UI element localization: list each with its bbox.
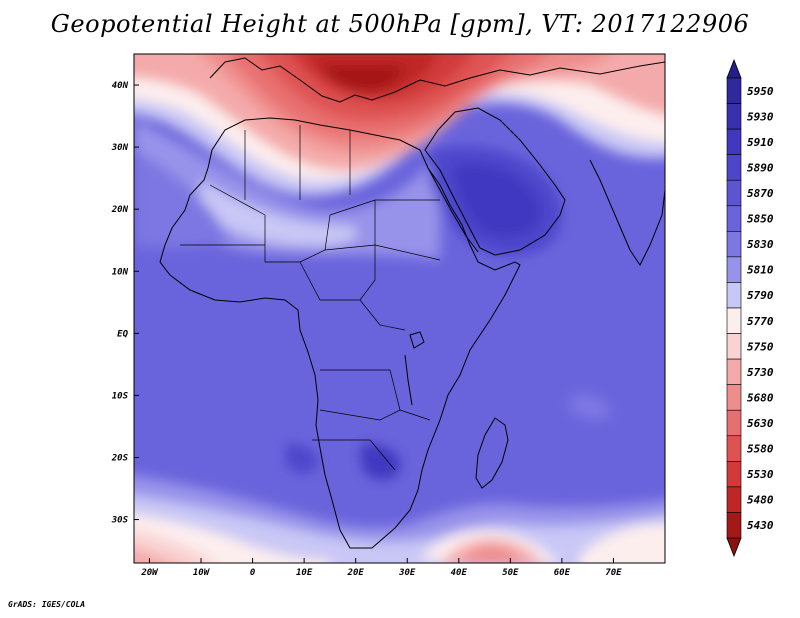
- colorbar-swatch: [726, 358, 742, 385]
- lon-tick-label: 60E: [554, 568, 571, 578]
- colorbar-swatch: [726, 461, 742, 488]
- lake-victoria: [409, 331, 425, 349]
- lon-tick-label: 10E: [296, 568, 313, 578]
- lat-tick-label: 20N: [111, 205, 129, 215]
- plot-frame: [133, 53, 666, 564]
- colorbar-swatch: [726, 512, 742, 539]
- colorbar-label: 5890: [747, 161, 774, 174]
- colorbar-swatch: [726, 435, 742, 462]
- country-borders: [180, 125, 441, 471]
- colorbar-swatch: [726, 77, 742, 104]
- madagascar-coastline: [475, 417, 509, 489]
- colorbar-label: 5910: [747, 136, 774, 149]
- colorbar-swatch: [726, 486, 742, 513]
- colorbar-label: 5850: [747, 213, 774, 226]
- colorbar-swatch: [726, 409, 742, 437]
- colorbar: 5950 5930 5910 5890 5870 5850 5830 5810 5790 5770…: [726, 58, 774, 558]
- lon-tick-label: 40E: [451, 568, 468, 578]
- colorbar-label: 5680: [747, 391, 774, 404]
- lon-tick-label: 50E: [502, 568, 519, 578]
- lon-tick-label: 30E: [398, 568, 416, 578]
- colorbar-swatch: [726, 333, 742, 360]
- colorbar-swatch: [726, 179, 742, 207]
- height-field: [134, 54, 665, 563]
- colorbar-swatch: [726, 128, 742, 155]
- lat-tick-label: 10S: [112, 391, 129, 401]
- colorbar-label: 5580: [747, 443, 774, 456]
- latitude-axis: 40N 30N 20N 10N EQ 10S 20S 30S: [111, 81, 139, 526]
- lake-tanganyika: [404, 354, 413, 406]
- lat-tick-label: EQ: [117, 329, 128, 339]
- india-coastline: [589, 159, 665, 266]
- colorbar-swatch: [726, 231, 742, 258]
- colorbar-label: 5950: [747, 85, 774, 98]
- lat-tick-label: 40N: [112, 81, 129, 91]
- colorbar-label: 5790: [747, 289, 774, 302]
- colorbar-label: 5930: [747, 110, 774, 123]
- colorbar-swatch: [726, 307, 742, 334]
- colorbar-swatch: [726, 103, 742, 130]
- colorbar-label: 5810: [747, 264, 774, 277]
- colorbar-swatch: [726, 154, 742, 181]
- colorbar-top-arrow: [726, 58, 742, 79]
- colorbar-label: 5770: [747, 315, 774, 328]
- map-title: Geopotential Height at 500hPa [gpm], VT:…: [50, 10, 750, 38]
- europe-coastline: [209, 57, 665, 103]
- lon-tick-label: 70E: [605, 568, 622, 578]
- colorbar-label: 5630: [747, 417, 774, 430]
- lon-tick-label: 20E: [347, 568, 365, 578]
- lon-tick-label: 10W: [193, 568, 211, 578]
- colorbar-label: 5480: [747, 494, 774, 507]
- colorbar-swatch: [726, 256, 742, 283]
- colorbar-swatch: [726, 205, 742, 232]
- colorbar-swatch: [726, 384, 742, 411]
- colorbar-label: 5730: [747, 366, 774, 379]
- lat-tick-label: 10N: [112, 267, 129, 277]
- africa-coastline: [159, 117, 521, 549]
- lat-tick-label: 30N: [111, 143, 129, 153]
- colorbar-label: 5430: [747, 519, 774, 532]
- coastlines: [159, 57, 665, 549]
- lat-tick-label: 30S: [111, 516, 129, 526]
- colorbar-label: 5530: [747, 468, 774, 481]
- footer-credit: GrADS: IGES/COLA: [8, 600, 86, 609]
- lon-tick-label: 0: [250, 568, 256, 578]
- colorbar-bottom-arrow: [726, 537, 742, 558]
- colorbar-swatch: [726, 282, 742, 309]
- colorbar-label: 5750: [747, 340, 774, 353]
- arabia-coastline: [424, 107, 566, 256]
- colorbar-label: 5830: [747, 238, 774, 251]
- colorbar-label: 5870: [747, 187, 774, 200]
- lat-tick-label: 20S: [111, 453, 129, 463]
- longitude-axis: 20W 10W 0 10E 20E 30E 40E 50E 60E 70E: [140, 558, 622, 578]
- red-sea: [427, 167, 479, 253]
- lon-tick-label: 20W: [140, 568, 159, 578]
